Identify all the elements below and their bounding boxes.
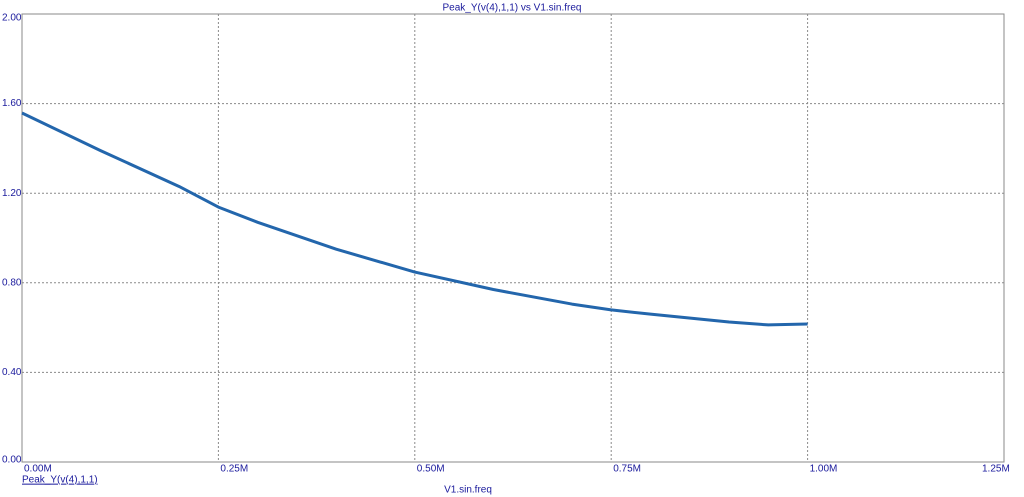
y-tick-label: 0.40	[2, 367, 22, 378]
chart-title: Peak_Y(v(4),1,1) vs V1.sin.freq	[443, 3, 582, 14]
x-tick-label: 0.25M	[220, 464, 248, 475]
y-tick-label: 0.00	[2, 455, 22, 466]
plot-frame	[21, 13, 1005, 463]
x-tick-label: 0.50M	[417, 464, 445, 475]
y-tick-label: 2.00	[2, 13, 22, 24]
y-tick-label: 1.20	[2, 188, 22, 199]
x-tick-label: 1.25M	[982, 464, 1010, 475]
legend-entry: Peak_Y(v(4),1,1)	[22, 475, 98, 486]
y-tick-label: 0.80	[2, 277, 22, 288]
x-tick-label: 1.00M	[810, 464, 838, 475]
y-tick-label: 1.60	[2, 98, 22, 109]
x-tick-label: 0.00M	[24, 464, 52, 475]
data-line	[21, 111, 808, 327]
x-axis-label: V1.sin.freq	[444, 485, 492, 496]
x-tick-label: 0.75M	[613, 464, 641, 475]
